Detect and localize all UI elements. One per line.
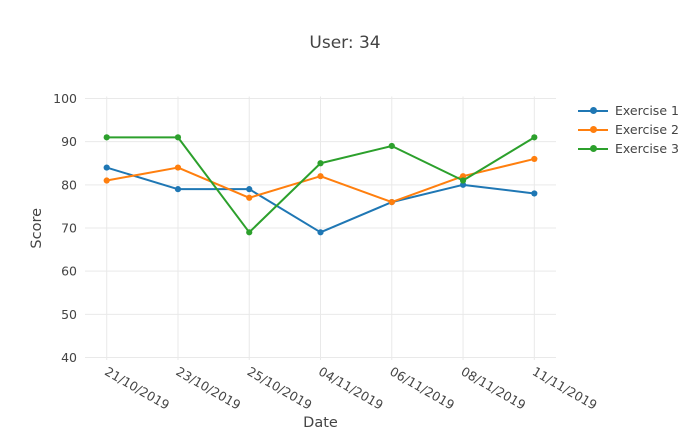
series-marker-exercise-1 (174, 186, 182, 193)
x-tick-label: 08/11/2019 (459, 364, 529, 413)
x-tick-label: 11/11/2019 (530, 364, 600, 413)
legend-label: Exercise 2 (615, 122, 679, 137)
series-marker-exercise-2 (459, 173, 467, 180)
legend-swatch-exercise-1 (578, 105, 608, 116)
legend: Exercise 1 Exercise 2 Exercise 3 (578, 101, 679, 158)
y-tick-label: 60 (61, 264, 77, 279)
series-marker-exercise-2 (103, 177, 110, 184)
series-marker-exercise-1 (103, 164, 110, 171)
series-marker-exercise-3 (388, 142, 395, 150)
y-axis-title: Score (29, 208, 45, 249)
x-tick-label: 04/11/2019 (316, 364, 386, 413)
series-marker-exercise-3 (174, 134, 182, 141)
series-marker-exercise-2 (174, 164, 182, 171)
legend-swatch-exercise-3 (578, 143, 608, 154)
series-marker-exercise-3 (103, 134, 110, 141)
series-marker-exercise-1 (317, 229, 324, 236)
x-tick-label: 06/11/2019 (387, 364, 457, 413)
y-tick-label: 70 (61, 221, 77, 236)
y-tick-label: 80 (61, 177, 77, 192)
y-tick-label: 50 (61, 307, 77, 322)
legend-swatch-exercise-2 (578, 124, 608, 135)
series-marker-exercise-2 (317, 173, 324, 180)
legend-dot-icon (589, 126, 597, 133)
x-axis-title: Date (303, 415, 338, 431)
y-tick-label: 90 (61, 134, 77, 149)
x-tick-label: 21/10/2019 (102, 364, 172, 413)
series-marker-exercise-3 (246, 229, 253, 236)
legend-label: Exercise 3 (615, 141, 679, 156)
series-marker-exercise-1 (531, 190, 538, 197)
legend-dot-icon (589, 145, 597, 152)
series-marker-exercise-1 (459, 181, 467, 188)
x-tick-label: 25/10/2019 (245, 364, 315, 413)
legend-label: Exercise 1 (615, 103, 679, 118)
legend-dot-icon (589, 107, 597, 114)
series-marker-exercise-2 (388, 199, 395, 206)
series-marker-exercise-2 (531, 155, 538, 163)
series-marker-exercise-3 (531, 134, 538, 141)
series-marker-exercise-3 (317, 160, 324, 167)
legend-item-exercise-1[interactable]: Exercise 1 (578, 101, 679, 120)
y-tick-label: 40 (61, 350, 77, 365)
x-tick-label: 23/10/2019 (173, 364, 243, 413)
y-tick-label: 100 (53, 91, 77, 106)
series-marker-exercise-2 (246, 194, 253, 201)
legend-item-exercise-3[interactable]: Exercise 3 (578, 139, 679, 158)
legend-item-exercise-2[interactable]: Exercise 2 (578, 120, 679, 139)
series-marker-exercise-3 (459, 177, 467, 184)
chart-title: User: 34 (309, 33, 381, 53)
series-marker-exercise-1 (246, 186, 253, 193)
